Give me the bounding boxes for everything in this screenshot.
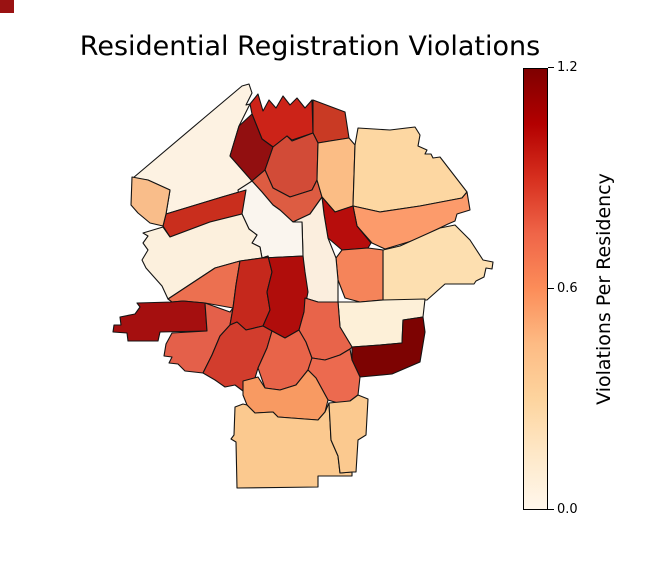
map-region xyxy=(312,99,350,144)
colorbar-tick-mark xyxy=(548,509,554,510)
map-region xyxy=(352,191,471,250)
colorbar-axis-label: Violations Per Residency xyxy=(593,173,615,405)
colorbar-tick-mark xyxy=(548,288,554,289)
colorbar-tick-label: 0.6 xyxy=(557,281,578,296)
map-region xyxy=(352,126,468,213)
map-region xyxy=(112,300,208,342)
colorbar xyxy=(523,68,548,510)
figure-title: Residential Registration Violations xyxy=(79,31,541,62)
map-region xyxy=(130,176,171,227)
map-region xyxy=(382,224,494,301)
map-region xyxy=(328,394,369,474)
corner-red-square xyxy=(0,0,14,13)
colorbar-tick-label: 1.2 xyxy=(557,60,578,75)
map-region xyxy=(335,247,384,303)
colorbar-tick-mark xyxy=(548,67,554,68)
colorbar-tick-label: 0.0 xyxy=(557,502,578,517)
